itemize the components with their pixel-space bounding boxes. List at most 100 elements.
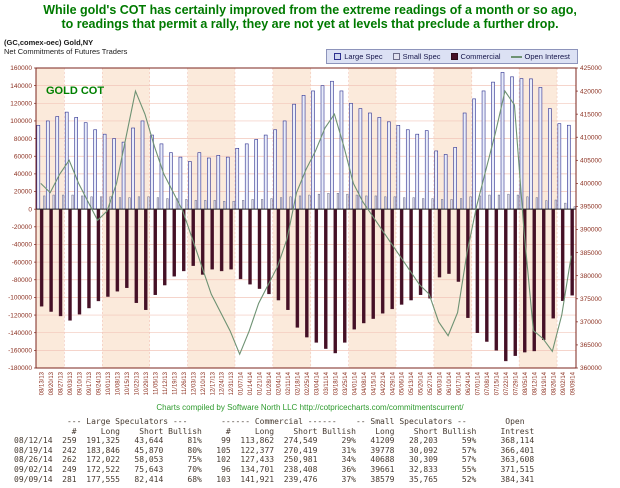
svg-text:01/21/14: 01/21/14: [258, 371, 264, 395]
title-line-2: to readings that permit a rally, they ar…: [61, 17, 559, 31]
svg-text:-160000: -160000: [8, 348, 32, 355]
svg-text:12/17/13: 12/17/13: [210, 371, 216, 395]
svg-text:08/13/13: 08/13/13: [40, 371, 46, 395]
legend-item-commercial: Commercial: [450, 52, 501, 61]
svg-text:07/08/14: 07/08/14: [485, 371, 491, 395]
svg-text:05/20/14: 05/20/14: [419, 371, 425, 395]
svg-text:12/03/13: 12/03/13: [191, 371, 197, 395]
svg-text:405000: 405000: [580, 158, 602, 165]
svg-text:12/31/13: 12/31/13: [229, 371, 235, 395]
small-spec-bars: [43, 193, 576, 210]
large-spec-swatch-icon: [334, 53, 342, 60]
svg-text:03/18/14: 03/18/14: [333, 371, 339, 395]
credit-url[interactable]: http://cotpricecharts.com/commitmentscur…: [299, 403, 464, 412]
symbol-label: (GC,comex-oec) Gold,NY: [4, 38, 94, 47]
svg-text:09/09/14: 09/09/14: [570, 371, 576, 395]
svg-text:425000: 425000: [580, 65, 602, 72]
svg-text:360000: 360000: [580, 365, 602, 372]
svg-text:12/10/13: 12/10/13: [201, 371, 207, 395]
svg-text:06/17/14: 06/17/14: [457, 371, 463, 395]
svg-text:375000: 375000: [580, 296, 602, 303]
svg-text:06/10/14: 06/10/14: [447, 371, 453, 395]
svg-text:07/29/14: 07/29/14: [513, 371, 519, 395]
svg-text:400000: 400000: [580, 181, 602, 188]
svg-text:11/26/13: 11/26/13: [182, 371, 188, 395]
svg-text:04/01/14: 04/01/14: [352, 371, 358, 395]
svg-text:04/15/14: 04/15/14: [371, 371, 377, 395]
svg-text:04/29/14: 04/29/14: [390, 371, 396, 395]
svg-text:03/11/14: 03/11/14: [324, 371, 330, 395]
credit-line: Charts compiled by Software North LLC ht…: [0, 403, 620, 412]
open-interest-line: [40, 89, 572, 356]
subtitle-label: Net Commitments of Futures Traders: [4, 47, 128, 56]
small-spec-swatch-icon: [392, 53, 400, 60]
svg-text:140000: 140000: [10, 83, 32, 90]
svg-text:370000: 370000: [580, 319, 602, 326]
svg-text:09/02/14: 09/02/14: [561, 371, 567, 395]
svg-text:415000: 415000: [580, 111, 602, 118]
svg-text:385000: 385000: [580, 250, 602, 257]
svg-text:20000: 20000: [14, 189, 32, 196]
svg-text:11/05/13: 11/05/13: [153, 371, 159, 395]
svg-text:395000: 395000: [580, 204, 602, 211]
svg-text:06/24/14: 06/24/14: [466, 371, 472, 395]
legend-label: Open Interest: [524, 52, 570, 61]
svg-text:08/12/14: 08/12/14: [532, 371, 538, 395]
svg-text:01/07/14: 01/07/14: [239, 371, 245, 395]
svg-text:10/15/13: 10/15/13: [125, 371, 131, 395]
legend-label: Large Spec: [344, 52, 383, 61]
svg-text:11/19/13: 11/19/13: [172, 371, 178, 395]
svg-text:04/22/14: 04/22/14: [381, 371, 387, 395]
svg-text:02/11/14: 02/11/14: [286, 371, 292, 395]
svg-text:05/06/14: 05/06/14: [400, 371, 406, 395]
svg-text:-80000: -80000: [12, 277, 33, 284]
legend-item-open-interest: Open Interest: [510, 52, 570, 61]
chart-watermark: GOLD COT: [46, 85, 104, 97]
legend-label: Small Spec: [402, 52, 441, 61]
svg-text:380000: 380000: [580, 273, 602, 280]
legend-item-large-spec: Large Spec: [334, 52, 383, 61]
svg-text:10/22/13: 10/22/13: [134, 371, 140, 395]
svg-text:160000: 160000: [10, 65, 32, 72]
svg-text:420000: 420000: [580, 88, 602, 95]
svg-text:08/20/13: 08/20/13: [49, 371, 55, 395]
legend-item-small-spec: Small Spec: [392, 52, 441, 61]
svg-text:80000: 80000: [14, 136, 32, 143]
svg-text:07/15/14: 07/15/14: [494, 371, 500, 395]
cot-chart: -180000 -160000 -140000 -120000 -100000 -8000…: [8, 65, 602, 395]
x-axis-labels: 08/13/13 08/20/13 08/27/13 09/03/13 09/10/13…: [40, 371, 577, 395]
svg-text:-180000: -180000: [8, 365, 32, 372]
svg-text:07/22/14: 07/22/14: [504, 371, 510, 395]
left-axis-labels: -180000 -160000 -140000 -120000 -100000 -8000…: [8, 65, 36, 372]
svg-text:390000: 390000: [580, 227, 602, 234]
svg-text:07/01/14: 07/01/14: [476, 371, 482, 395]
svg-text:410000: 410000: [580, 134, 602, 141]
svg-text:01/14/14: 01/14/14: [248, 371, 254, 395]
svg-text:08/27/13: 08/27/13: [59, 371, 65, 395]
svg-text:09/03/13: 09/03/13: [68, 371, 74, 395]
svg-text:01/28/14: 01/28/14: [267, 371, 273, 395]
credit-text: Charts compiled by Software North LLC: [156, 403, 298, 412]
svg-text:-120000: -120000: [8, 312, 32, 319]
vertical-gridlines: [64, 68, 558, 368]
svg-text:100000: 100000: [10, 118, 32, 125]
svg-text:09/17/13: 09/17/13: [87, 371, 93, 395]
chart-legend: Large Spec Small Spec Commercial Open Inter…: [326, 49, 578, 64]
chart-header: (GC,comex-oec) Gold,NY Net Commitments o…: [4, 38, 127, 56]
svg-text:40000: 40000: [14, 171, 32, 178]
svg-text:10/08/13: 10/08/13: [116, 371, 122, 395]
svg-text:06/03/14: 06/03/14: [438, 371, 444, 395]
svg-text:05/13/14: 05/13/14: [409, 371, 415, 395]
svg-text:02/04/14: 02/04/14: [277, 371, 283, 395]
svg-text:60000: 60000: [14, 153, 32, 160]
svg-text:02/18/14: 02/18/14: [296, 371, 302, 395]
open-interest-swatch-icon: [510, 55, 522, 58]
svg-text:-40000: -40000: [12, 242, 33, 249]
svg-text:10/01/13: 10/01/13: [106, 371, 112, 395]
svg-text:-60000: -60000: [12, 259, 33, 266]
cot-data-table: --- Large Speculators --- ------ Commerc…: [14, 417, 535, 484]
svg-text:120000: 120000: [10, 100, 32, 107]
commercial-swatch-icon: [450, 53, 458, 60]
svg-text:08/26/14: 08/26/14: [551, 371, 557, 395]
